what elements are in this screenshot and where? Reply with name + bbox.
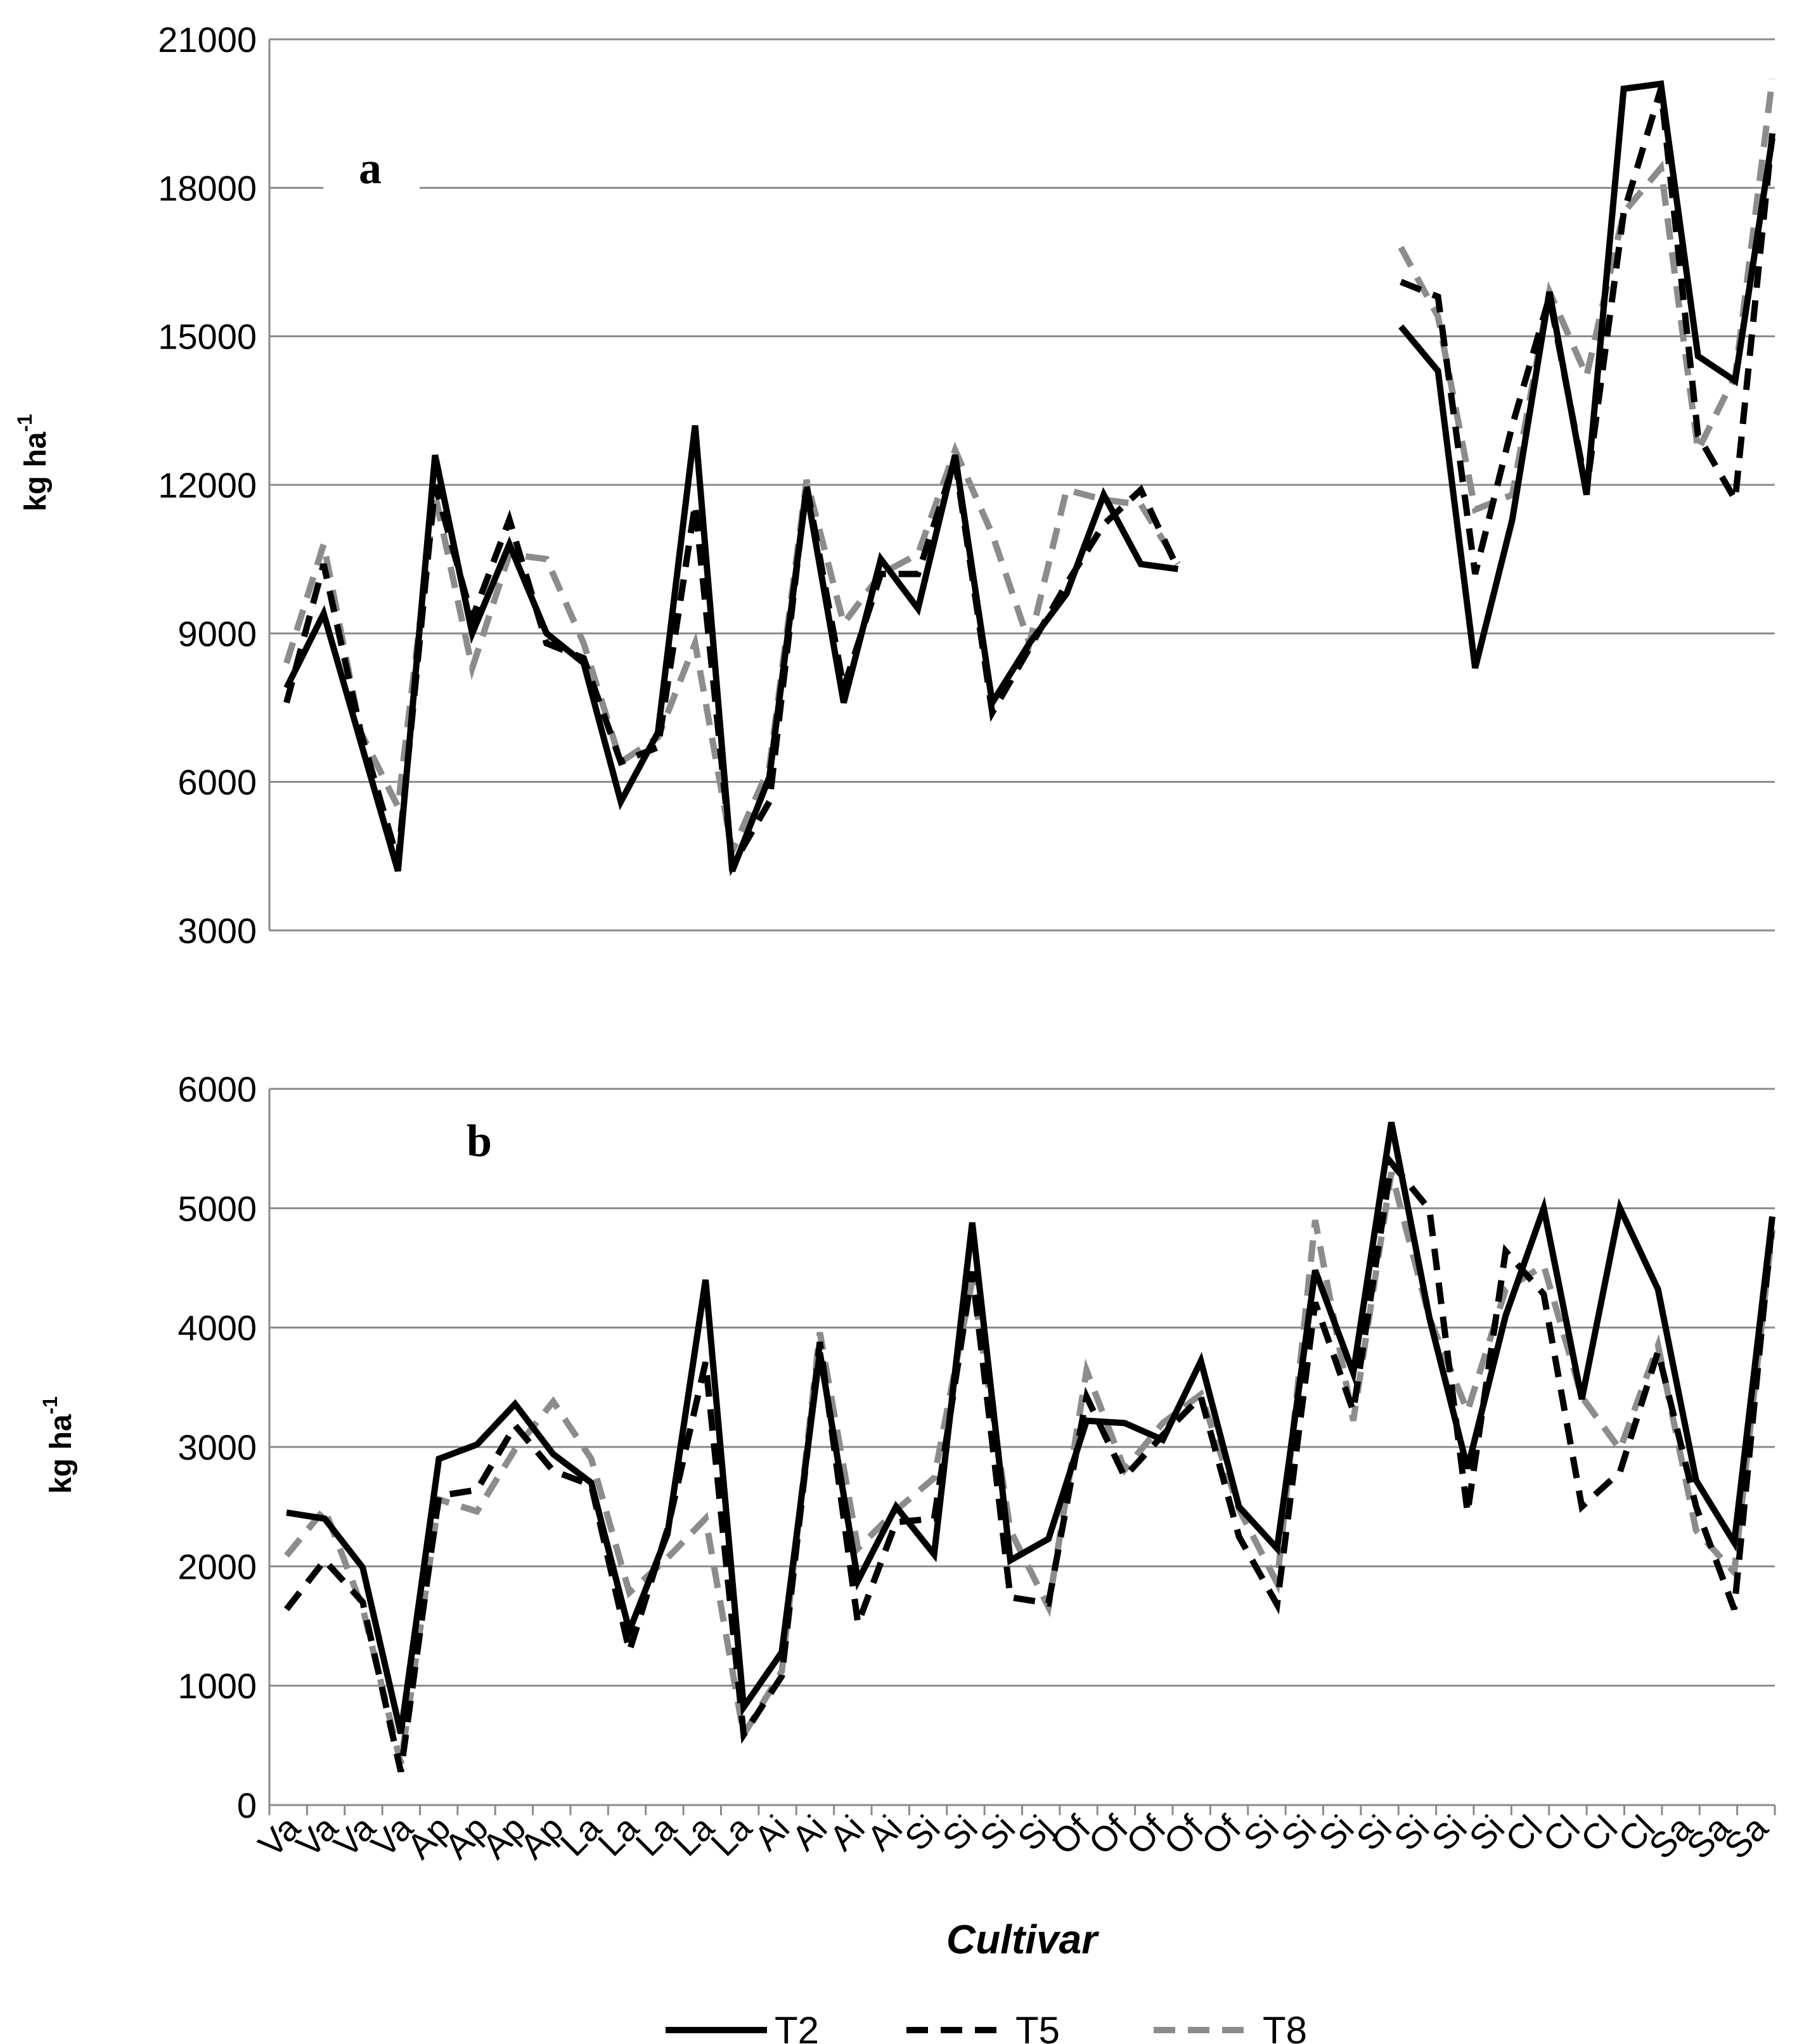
panel-b-series-t5-line (284, 1155, 1775, 1773)
panel-a-y-tick-labels: 3000 6000 9000 12000 15000 18000 21000 (158, 20, 257, 951)
panel-b-y-tick-label: 0 (237, 1785, 257, 1825)
panel-a-label-box (323, 145, 420, 190)
panel-b-y-tick-label: 1000 (177, 1666, 257, 1706)
panel-a-y-tick-label: 12000 (158, 465, 257, 505)
panel-b-y-tick-label: 4000 (177, 1308, 257, 1348)
panel-a-y-tick-label: 6000 (177, 762, 257, 802)
panel-b-chart: 0 1000 2000 3000 4000 5000 6000 kg ha-1 b (39, 1069, 1775, 1825)
legend-label-t8: T8 (1263, 2009, 1307, 2044)
panel-b-y-axis-label: kg ha-1 (39, 1396, 78, 1494)
x-tick-label: Sa (1717, 1807, 1776, 1867)
panel-b-y-tick-label: 2000 (177, 1546, 257, 1586)
panel-a-label: a (359, 143, 382, 193)
panel-a-y-tick-label: 9000 (177, 614, 257, 653)
panel-b-label: b (467, 1115, 492, 1166)
panel-a-y-tick-label: 18000 (158, 168, 257, 208)
x-axis: VaVaVaVaApApApApLaLaLaLaLaAiAiAiAiSiSiSi… (250, 1804, 1776, 1867)
panel-a-y-axis-label: kg ha-1 (13, 414, 53, 511)
x-axis-title: Cultivar (946, 1917, 1099, 1962)
panel-a-y-tick-label: 15000 (158, 317, 257, 357)
panel-a-y-tick-label: 21000 (158, 20, 257, 60)
panel-b-y-tick-label: 5000 (177, 1188, 257, 1228)
panel-b-y-tick-labels: 0 1000 2000 3000 4000 5000 6000 (177, 1069, 257, 1825)
legend-label-t5: T5 (1015, 2009, 1060, 2044)
panel-a-series-t8-line (283, 78, 1775, 863)
panel-b-series-t8-line (284, 1171, 1775, 1764)
panel-b-y-tick-label: 6000 (177, 1069, 257, 1109)
panel-a-series-t5-line (283, 87, 1775, 877)
panel-a-series-t2-line (283, 80, 1775, 873)
panel-a-gridlines (268, 38, 1775, 932)
panel-b-series-t2-line (286, 1121, 1775, 1735)
legend-label-t2: T2 (775, 2009, 819, 2044)
panel-b-gridlines (268, 1088, 1775, 1806)
panel-a-series-lines (283, 78, 1775, 877)
legend: T2 T5 T8 (666, 2009, 1307, 2044)
panel-a-y-tick-label: 3000 (177, 911, 257, 951)
panel-b-y-tick-label: 3000 (177, 1427, 257, 1467)
panel-b-series-lines (284, 1121, 1775, 1773)
panel-a-chart: 3000 6000 9000 12000 15000 18000 21000 kg ha-1… (13, 20, 1775, 951)
